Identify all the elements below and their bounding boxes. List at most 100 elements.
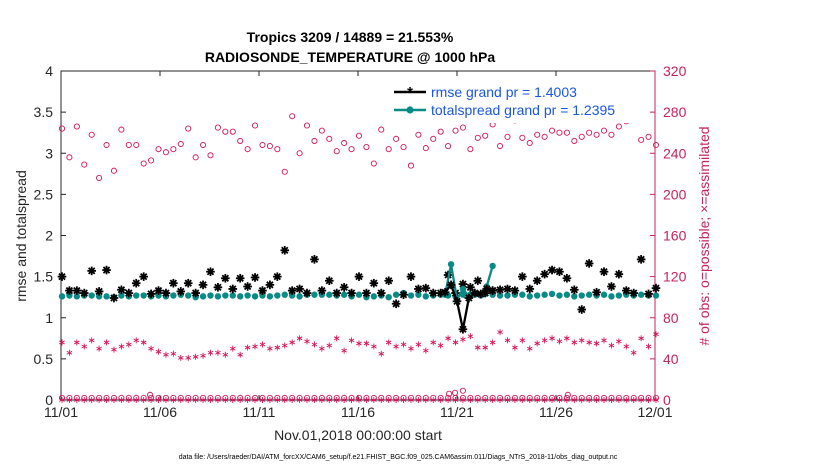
obs_assimilated_baseline-point-stroke xyxy=(341,398,347,402)
rmse-point xyxy=(406,272,416,281)
x-tick-labels: 11/01 11/06 11/11 11/16 11/21 11/26 12/01 xyxy=(44,404,673,420)
obs_assimilated_baseline-point-stroke xyxy=(489,398,496,402)
totalspread-point xyxy=(578,292,585,299)
obs_possible-point xyxy=(519,134,526,141)
obs_assimilated-point-stroke xyxy=(549,336,555,341)
obs_assimilated-point-stroke xyxy=(155,349,162,354)
obs_assimilated-point-stroke xyxy=(422,348,429,353)
totalspread-point xyxy=(296,293,303,300)
totalspread-point xyxy=(266,293,274,300)
rmse-point xyxy=(570,285,579,295)
rmse-point xyxy=(547,265,557,275)
rmse-point xyxy=(124,288,134,298)
rmse-point xyxy=(584,259,594,268)
obs_assimilated_baseline-point xyxy=(155,397,162,403)
rmse-point xyxy=(510,286,520,295)
obs_assimilated-point-stroke xyxy=(638,336,644,341)
rmse-point-core xyxy=(594,289,599,295)
x-tick-label: 11/11 xyxy=(243,404,276,420)
rmse-point xyxy=(599,267,609,276)
obs_assimilated-point xyxy=(504,337,511,344)
obs_assimilated-point-stroke xyxy=(125,342,132,347)
obs_assimilated_baseline-point xyxy=(460,397,466,403)
obs_assimilated_baseline-point xyxy=(118,397,125,403)
rmse-point xyxy=(258,286,267,295)
obs_possible-point xyxy=(474,134,481,141)
rmse_gap_segment-point-core xyxy=(448,282,454,288)
obs_assimilated_baseline-point-stroke xyxy=(237,398,244,402)
obs_assimilated_baseline-point-stroke xyxy=(519,398,526,402)
obs_possible-point xyxy=(556,129,563,136)
obs_possible-point xyxy=(341,139,348,147)
obs_assimilated-point-stroke xyxy=(163,352,169,357)
rmse-point-core xyxy=(274,274,280,280)
obs_assimilated-point-stroke xyxy=(74,340,80,345)
obs_assimilated-point-stroke xyxy=(81,344,88,349)
obs_assimilated_baseline-point xyxy=(133,397,140,403)
obs_assimilated_baseline-point-stroke xyxy=(482,398,489,402)
obs_possible-point xyxy=(608,131,615,138)
rmse-point-core xyxy=(653,285,659,291)
obs_assimilated-point xyxy=(474,344,481,351)
obs_possible-point xyxy=(148,157,155,164)
totalspread-point xyxy=(385,293,392,301)
totalspread-point xyxy=(615,292,623,299)
totalspread-point xyxy=(281,291,288,298)
rmse-point-core xyxy=(148,291,154,297)
obs_assimilated-point-stroke xyxy=(267,346,273,351)
obs_assimilated_baseline-point-stroke xyxy=(460,398,466,402)
obs_assimilated-point xyxy=(489,339,496,346)
obs_assimilated-point-stroke xyxy=(259,342,266,347)
obs_assimilated-point xyxy=(267,345,273,352)
x-axis-label: Nov.01,2018 00:00:00 start xyxy=(274,427,442,443)
obs_assimilated_baseline-point xyxy=(378,397,385,403)
totalspread-point xyxy=(103,293,110,300)
rmse-point xyxy=(562,273,572,283)
obs_assimilated_baseline-point xyxy=(96,397,102,403)
obs_assimilated_baseline-point-stroke xyxy=(556,398,563,402)
obs_possible-point xyxy=(303,122,311,129)
obs_assimilated_baseline-point-stroke xyxy=(638,398,644,402)
obs_possible-point xyxy=(125,141,132,149)
obs_assimilated_baseline-point-stroke xyxy=(103,398,110,402)
x-tick-label: 11/26 xyxy=(539,404,573,420)
obs_possible-point xyxy=(355,132,363,139)
y-tick-label-right: 160 xyxy=(663,228,687,244)
rmse-point-core xyxy=(349,290,354,296)
totalspread-point xyxy=(170,292,177,299)
obs_assimilated-point-stroke xyxy=(170,351,177,356)
obs_assimilated_baseline-point xyxy=(319,397,325,403)
totalspread-point xyxy=(73,293,81,300)
obs_assimilated_baseline-point-stroke xyxy=(564,398,570,402)
obs_assimilated_baseline-point-stroke xyxy=(311,398,318,402)
obs_assimilated_baseline-point-stroke xyxy=(586,398,592,402)
totalspread-point xyxy=(288,292,296,299)
y-tick-label-right: 40 xyxy=(663,351,679,367)
obs_assimilated_baseline-point xyxy=(88,397,95,403)
obs_possible-point xyxy=(214,124,221,131)
obs_possible-point xyxy=(73,123,80,130)
obs_possible-point xyxy=(393,135,400,142)
obs_assimilated-point xyxy=(512,344,518,351)
obs_assimilated-point xyxy=(311,341,318,348)
obs_assimilated_baseline-point-stroke xyxy=(630,398,637,402)
obs_possible-point xyxy=(407,162,415,169)
rmse-point-core xyxy=(185,280,191,286)
obs_assimilated-point-stroke xyxy=(519,338,526,343)
obs_possible-point xyxy=(133,141,140,149)
obs_assimilated_baseline-point-stroke xyxy=(653,398,659,402)
rmse-point-core xyxy=(542,271,548,277)
obs_possible-point xyxy=(526,139,533,147)
obs_assimilated_baseline-point xyxy=(326,397,333,403)
totalspread-point xyxy=(533,292,541,299)
rmse-point xyxy=(183,278,193,288)
y-tick-label-left: 3.5 xyxy=(34,104,54,120)
rmse-point xyxy=(636,255,646,264)
obs_assimilated-point-stroke xyxy=(200,353,206,358)
legend-label-spread: totalspread grand pr = 1.2395 xyxy=(431,102,615,118)
obs_assimilated-point-stroke xyxy=(564,336,570,341)
obs_assimilated_baseline-point xyxy=(519,397,526,403)
obs_assimilated_baseline-point xyxy=(103,397,110,403)
obs_possible-point xyxy=(200,141,207,149)
rmse-point xyxy=(518,272,527,281)
